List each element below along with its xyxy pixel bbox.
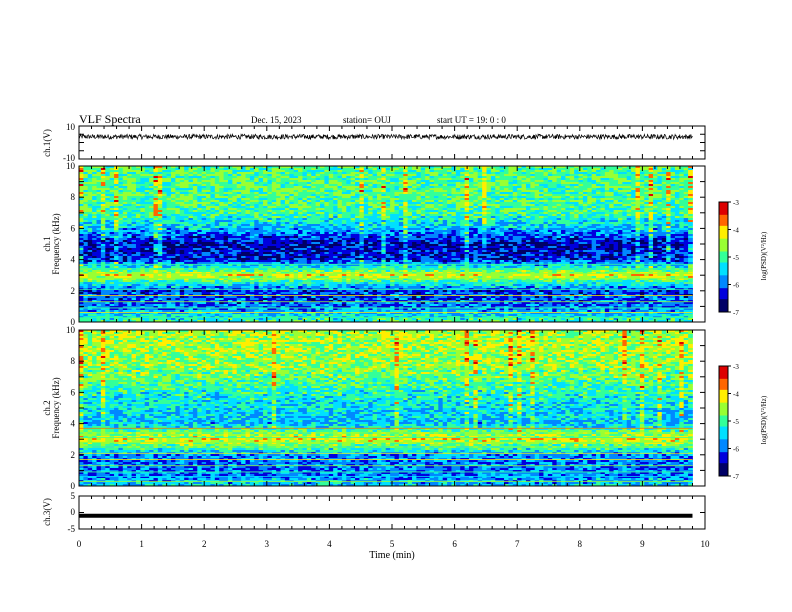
ch1-waveform-line (79, 134, 693, 139)
vlf-spectra-figure: VLF Spectra Dec. 15, 2023 station= OUJ s… (0, 0, 792, 612)
ch1-ytick-10: 10 (66, 122, 76, 132)
ch1-ylabel: ch.1(V) (42, 129, 52, 157)
ch1-waveform-trace (79, 134, 693, 139)
date-label: Dec. 15, 2023 (251, 115, 302, 125)
station-label: station= OUJ (343, 115, 391, 125)
start-time-label: start UT = 19: 0 : 0 (437, 115, 506, 125)
ch1-waveform-panel: 10 -10 ch.1(V) (42, 122, 705, 163)
figure-title: VLF Spectra (79, 112, 141, 126)
ch1-spectrogram-image (79, 166, 693, 322)
ch1-waveform-ticks (79, 126, 705, 159)
